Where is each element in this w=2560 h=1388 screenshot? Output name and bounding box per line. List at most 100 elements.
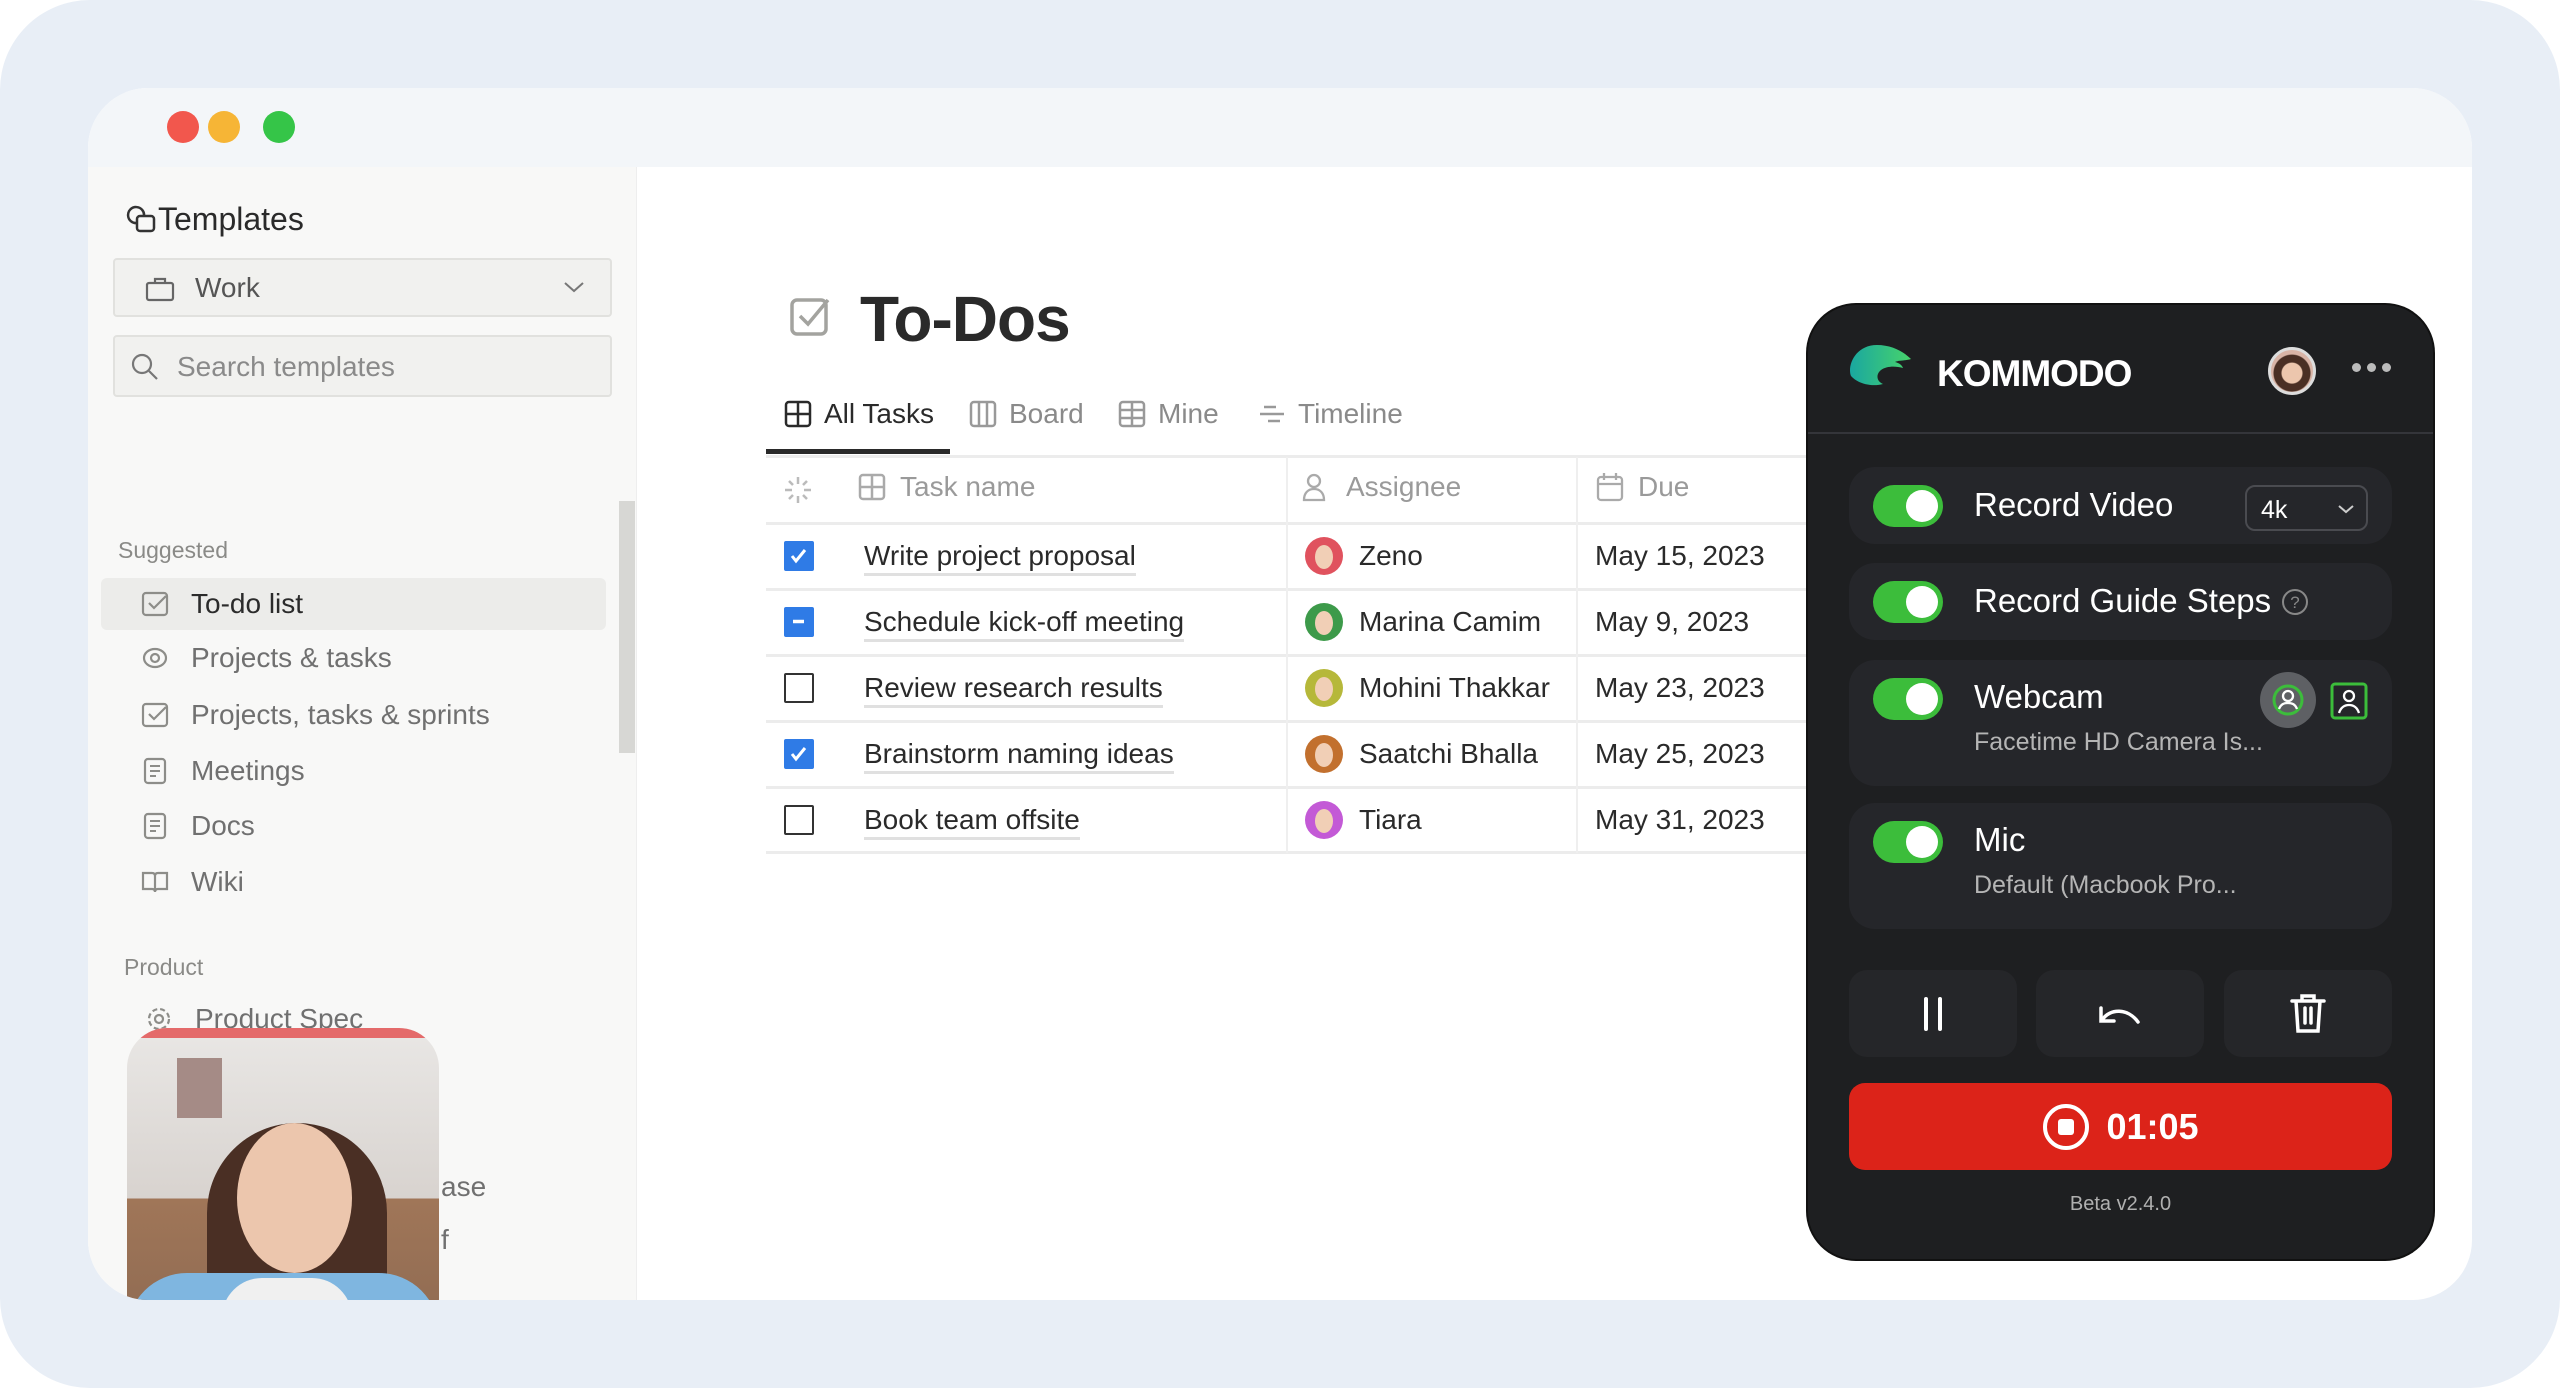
- quality-select[interactable]: 4k: [2245, 485, 2368, 531]
- templates-icon: [126, 205, 156, 233]
- kommodo-logo-icon: [1850, 345, 1911, 386]
- delete-button[interactable]: [2224, 970, 2392, 1057]
- table-divider: [766, 455, 1808, 458]
- board-icon: [969, 400, 997, 428]
- check-icon: [790, 549, 807, 564]
- webcam-preview-bubble[interactable]: [127, 1028, 439, 1300]
- assignee-name[interactable]: Zeno: [1359, 540, 1423, 571]
- due-date[interactable]: May 15, 2023: [1595, 540, 1765, 571]
- chevron-down-icon: [564, 282, 584, 293]
- sidebar-item-label: Docs: [191, 810, 255, 841]
- stop-icon: [2043, 1103, 2090, 1150]
- sidebar-item-projects-tasks[interactable]: Projects & tasks: [101, 632, 606, 684]
- task-checkbox[interactable]: [784, 805, 814, 835]
- document-icon: [143, 812, 167, 840]
- gear-icon: [147, 1007, 171, 1031]
- sidebar: Templates Work Search templates Suggeste…: [88, 167, 637, 1300]
- sidebar-item-to-do-list[interactable]: To-do list: [101, 578, 606, 630]
- chevron-down-icon: [2338, 505, 2354, 514]
- column-header-task-name[interactable]: Task name: [858, 471, 1035, 503]
- tab-label: All Tasks: [824, 398, 934, 429]
- sidebar-item-docs[interactable]: Docs: [101, 800, 606, 852]
- user-avatar[interactable]: [2268, 347, 2316, 395]
- webcam-device[interactable]: Facetime HD Camera Is...: [1974, 728, 2263, 756]
- due-date[interactable]: May 31, 2023: [1595, 804, 1765, 835]
- task-name[interactable]: Book team offsite: [864, 803, 1080, 840]
- task-name[interactable]: Write project proposal: [864, 539, 1136, 576]
- assignee-avatar: [1305, 669, 1343, 707]
- search-input[interactable]: Search templates: [113, 335, 612, 397]
- maximize-button[interactable]: [263, 111, 295, 143]
- header-label: Task name: [900, 471, 1036, 502]
- header-divider: [1808, 432, 2433, 434]
- assignee-name[interactable]: Marina Camim: [1359, 606, 1542, 637]
- task-checkbox[interactable]: [784, 673, 814, 703]
- webcam-circle-shape-button[interactable]: [2260, 672, 2316, 728]
- assignee-name[interactable]: Mohini Thakkar: [1359, 672, 1550, 703]
- stop-recording-button[interactable]: 01:05: [1849, 1083, 2392, 1170]
- sidebar-item-label: Projects & tasks: [191, 642, 392, 673]
- mic-device[interactable]: Default (Macbook Pro...: [1974, 871, 2237, 899]
- due-date[interactable]: May 9, 2023: [1595, 606, 1750, 637]
- sidebar-item-meetings[interactable]: Meetings: [101, 745, 606, 797]
- pause-button[interactable]: [1849, 970, 2017, 1057]
- record-video-toggle[interactable]: [1873, 485, 1943, 527]
- mic-toggle[interactable]: [1873, 821, 1943, 863]
- webcam-square-shape-button[interactable]: [2330, 682, 2368, 720]
- more-options-icon[interactable]: [2352, 363, 2391, 372]
- tab-mine[interactable]: Mine: [1118, 398, 1219, 430]
- header-label: Assignee: [1346, 471, 1462, 502]
- sidebar-item-label: Meetings: [191, 755, 305, 786]
- calendar-icon: [1596, 473, 1624, 502]
- tab-board[interactable]: Board: [969, 398, 1084, 430]
- minimize-button[interactable]: [208, 111, 240, 143]
- help-icon[interactable]: ?: [2280, 587, 2310, 617]
- column-header-due[interactable]: Due: [1596, 471, 1689, 503]
- checkbox-icon: [141, 591, 169, 617]
- task-name[interactable]: Review research results: [864, 671, 1163, 708]
- column-divider: [1576, 457, 1578, 853]
- column-header-assignee[interactable]: Assignee: [1302, 471, 1461, 503]
- column-divider: [1286, 457, 1288, 853]
- search-icon: [131, 353, 158, 380]
- assignee-avatar: [1305, 537, 1343, 575]
- search-placeholder: Search templates: [177, 351, 395, 382]
- task-checkbox[interactable]: [784, 541, 814, 571]
- guide-steps-toggle[interactable]: [1873, 581, 1943, 623]
- person-top: [222, 1278, 352, 1300]
- tab-timeline[interactable]: Timeline: [1258, 398, 1403, 430]
- assignee-name[interactable]: Tiara: [1359, 804, 1422, 835]
- due-date[interactable]: May 23, 2023: [1595, 672, 1765, 703]
- webcam-row: Webcam Facetime HD Camera Is...: [1849, 660, 2392, 786]
- version-label: Beta v2.4.0: [2069, 1193, 2172, 1215]
- pause-icon: [1924, 996, 1942, 1031]
- table-icon: [784, 400, 812, 428]
- document-icon: [143, 757, 167, 785]
- task-name[interactable]: Schedule kick-off meeting: [864, 605, 1185, 642]
- mic-label: Mic: [1974, 821, 2026, 858]
- restart-button[interactable]: [2036, 970, 2204, 1057]
- task-name[interactable]: Brainstorm naming ideas: [864, 737, 1174, 774]
- task-checkbox[interactable]: [784, 739, 814, 769]
- tab-all-tasks[interactable]: All Tasks: [784, 398, 934, 430]
- todo-page-icon: [790, 298, 830, 336]
- background-poster: [127, 1028, 439, 1038]
- assignee-name[interactable]: Saatchi Bhalla: [1359, 738, 1539, 769]
- sidebar-scrollbar[interactable]: [619, 501, 635, 753]
- header-label: Due: [1638, 471, 1690, 502]
- kommodo-recorder-panel: KOMMODO Record Video 4k Record Guide Ste…: [1808, 305, 2433, 1259]
- sidebar-item-projects-tasks-sprints[interactable]: Projects, tasks & sprints: [101, 689, 606, 741]
- tab-label: Timeline: [1298, 398, 1403, 429]
- due-date[interactable]: May 25, 2023: [1595, 738, 1765, 769]
- task-checkbox[interactable]: [784, 607, 814, 637]
- workspace-dropdown[interactable]: Work: [113, 258, 612, 317]
- background-shelf: [177, 1058, 222, 1118]
- brand-name: KOMMODO: [1937, 353, 2132, 394]
- record-video-row: Record Video 4k: [1849, 467, 2392, 544]
- title-bar: [88, 88, 2472, 167]
- sidebar-item-wiki[interactable]: Wiki: [101, 856, 606, 908]
- webcam-toggle[interactable]: [1873, 678, 1943, 720]
- timeline-icon: [1260, 405, 1284, 423]
- close-button[interactable]: [167, 111, 199, 143]
- book-icon: [141, 871, 169, 893]
